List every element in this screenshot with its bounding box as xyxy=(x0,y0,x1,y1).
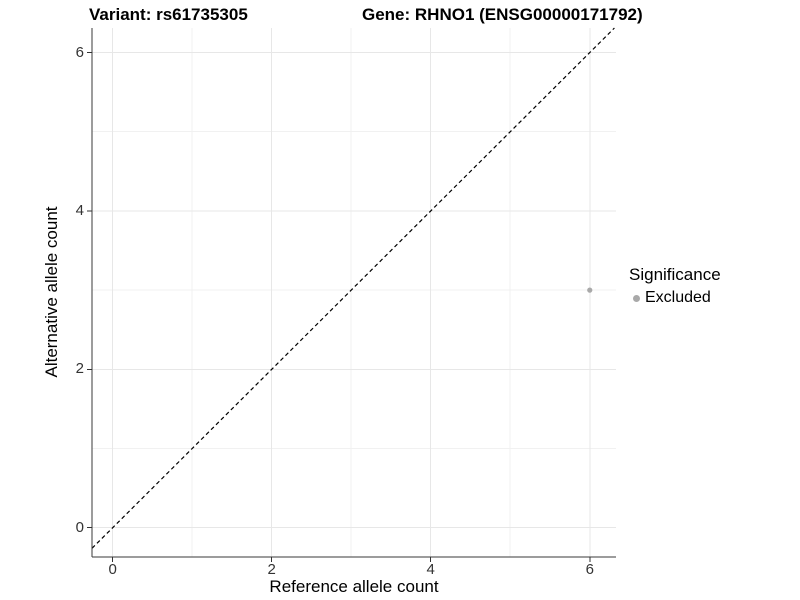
legend-item-excluded: Excluded xyxy=(629,288,721,308)
data-point xyxy=(587,287,593,293)
plot-title-gene: Gene: RHNO1 (ENSG00000171792) xyxy=(362,5,643,24)
x-axis-title: Reference allele count xyxy=(269,577,439,596)
legend: Significance Excluded xyxy=(629,264,721,308)
y-tick-label-2: 2 xyxy=(75,360,84,378)
y-tick-label-0: 0 xyxy=(75,518,84,536)
y-tick-label-6: 6 xyxy=(75,43,84,61)
legend-item-label: Excluded xyxy=(645,289,711,306)
identity-dashed-line xyxy=(91,27,615,549)
x-tick-label-4: 4 xyxy=(426,561,435,578)
excluded-point-icon xyxy=(633,294,640,302)
x-tick-label-2: 2 xyxy=(267,561,276,578)
x-tick-label-6: 6 xyxy=(585,561,594,578)
plot-title-variant: Variant: rs61735305 xyxy=(89,5,248,24)
y-axis-title: Alternative allele count xyxy=(42,206,61,378)
y-tick-label-4: 4 xyxy=(75,201,84,219)
x-tick-label-0: 0 xyxy=(108,561,117,578)
legend-title: Significance xyxy=(629,265,721,284)
